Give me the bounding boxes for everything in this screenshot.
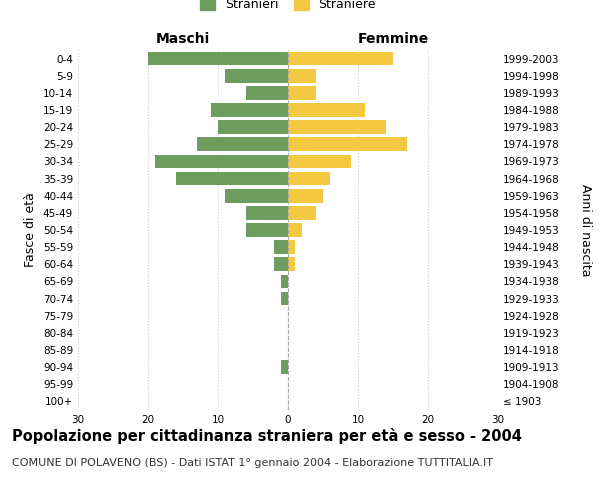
Legend: Stranieri, Straniere: Stranieri, Straniere xyxy=(196,0,380,15)
Bar xyxy=(155,154,288,168)
Bar xyxy=(288,154,351,168)
Text: Femmine: Femmine xyxy=(358,32,428,46)
Bar xyxy=(288,240,295,254)
Bar xyxy=(281,274,288,288)
Text: Popolazione per cittadinanza straniera per età e sesso - 2004: Popolazione per cittadinanza straniera p… xyxy=(12,428,522,444)
Bar xyxy=(197,138,288,151)
Bar xyxy=(225,189,288,202)
Text: COMUNE DI POLAVENO (BS) - Dati ISTAT 1° gennaio 2004 - Elaborazione TUTTITALIA.I: COMUNE DI POLAVENO (BS) - Dati ISTAT 1° … xyxy=(12,458,493,468)
Bar xyxy=(225,69,288,82)
Bar xyxy=(288,52,393,66)
Bar xyxy=(288,206,316,220)
Bar xyxy=(288,103,365,117)
Bar xyxy=(288,189,323,202)
Y-axis label: Fasce di età: Fasce di età xyxy=(25,192,37,268)
Bar xyxy=(281,360,288,374)
Bar xyxy=(288,86,316,100)
Text: Maschi: Maschi xyxy=(156,32,210,46)
Bar xyxy=(218,120,288,134)
Bar xyxy=(246,206,288,220)
Bar xyxy=(176,172,288,185)
Bar xyxy=(288,258,295,271)
Bar xyxy=(274,258,288,271)
Bar xyxy=(288,138,407,151)
Bar xyxy=(288,120,386,134)
Bar xyxy=(148,52,288,66)
Bar xyxy=(246,86,288,100)
Bar xyxy=(288,223,302,237)
Bar xyxy=(274,240,288,254)
Bar xyxy=(246,223,288,237)
Bar xyxy=(281,292,288,306)
Bar xyxy=(211,103,288,117)
Bar xyxy=(288,172,330,185)
Bar xyxy=(288,69,316,82)
Y-axis label: Anni di nascita: Anni di nascita xyxy=(579,184,592,276)
